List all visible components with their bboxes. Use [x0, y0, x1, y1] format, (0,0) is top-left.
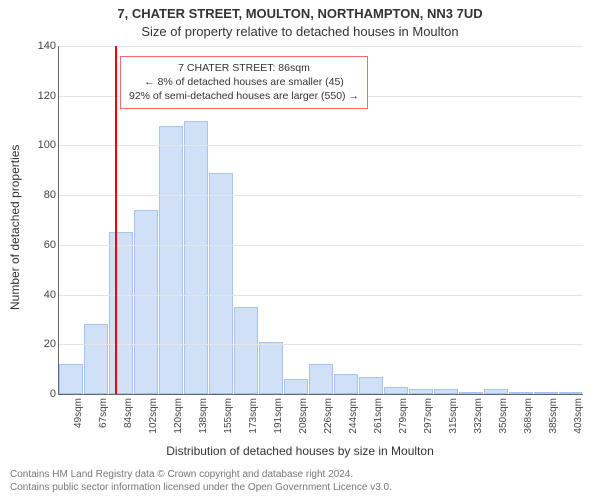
x-tick-label: 120sqm — [173, 398, 184, 438]
histogram-bar — [134, 210, 158, 394]
page-title-line1: 7, CHATER STREET, MOULTON, NORTHAMPTON, … — [0, 6, 600, 21]
y-tick-label: 60 — [32, 239, 56, 251]
x-tick-label: 138sqm — [198, 398, 209, 438]
x-tick-label: 385sqm — [548, 398, 559, 438]
histogram-bar — [234, 307, 258, 394]
histogram-bar — [284, 379, 308, 394]
histogram-bar — [509, 392, 533, 394]
callout-line1: 7 CHATER STREET: 86sqm — [129, 61, 359, 75]
x-tick-label: 173sqm — [248, 398, 259, 438]
histogram-bar — [159, 126, 183, 394]
histogram-bar — [384, 387, 408, 394]
histogram-bar — [459, 392, 483, 394]
callout-line3: 92% of semi-detached houses are larger (… — [129, 89, 359, 103]
gridline — [59, 295, 583, 296]
histogram-bar — [534, 392, 558, 394]
marker-line — [115, 46, 117, 394]
y-tick-label: 120 — [32, 90, 56, 102]
footer-line2: Contains public sector information licen… — [10, 481, 392, 494]
histogram-bar — [334, 374, 358, 394]
histogram-bar — [209, 173, 233, 394]
x-tick-label: 261sqm — [373, 398, 384, 438]
y-tick-label: 140 — [32, 40, 56, 52]
x-tick-label: 244sqm — [348, 398, 359, 438]
x-tick-label: 191sqm — [273, 398, 284, 438]
histogram-bar — [484, 389, 508, 394]
gridline — [59, 344, 583, 345]
histogram-bar — [259, 342, 283, 394]
gridline — [59, 245, 583, 246]
histogram-bar — [84, 324, 108, 394]
y-tick-label: 100 — [32, 139, 56, 151]
histogram-bar — [109, 232, 133, 394]
histogram-bar — [309, 364, 333, 394]
y-axis-label: Number of detached properties — [8, 145, 22, 310]
gridline — [59, 195, 583, 196]
y-tick-label: 20 — [32, 338, 56, 350]
callout-line2: ← 8% of detached houses are smaller (45) — [129, 75, 359, 89]
x-axis-label: Distribution of detached houses by size … — [0, 444, 600, 458]
page-title-line2: Size of property relative to detached ho… — [0, 24, 600, 39]
histogram-bar — [359, 377, 383, 394]
x-tick-label: 226sqm — [323, 398, 334, 438]
x-tick-label: 208sqm — [298, 398, 309, 438]
x-tick-label: 84sqm — [123, 398, 134, 438]
histogram-bar — [409, 389, 433, 394]
x-tick-label: 403sqm — [573, 398, 584, 438]
x-tick-label: 315sqm — [448, 398, 459, 438]
y-tick-label: 80 — [32, 189, 56, 201]
y-tick-label: 40 — [32, 289, 56, 301]
callout-box: 7 CHATER STREET: 86sqm ← 8% of detached … — [120, 56, 368, 109]
histogram-bar — [434, 389, 458, 394]
x-tick-label: 155sqm — [223, 398, 234, 438]
chart-container: 7, CHATER STREET, MOULTON, NORTHAMPTON, … — [0, 0, 600, 500]
x-tick-label: 368sqm — [523, 398, 534, 438]
footer-attribution: Contains HM Land Registry data © Crown c… — [10, 468, 392, 494]
x-tick-label: 279sqm — [398, 398, 409, 438]
x-tick-label: 332sqm — [473, 398, 484, 438]
gridline — [59, 46, 583, 47]
x-tick-label: 67sqm — [98, 398, 109, 438]
y-tick-label: 0 — [32, 388, 56, 400]
footer-line1: Contains HM Land Registry data © Crown c… — [10, 468, 392, 481]
x-tick-label: 102sqm — [148, 398, 159, 438]
x-tick-label: 350sqm — [498, 398, 509, 438]
histogram-bar — [184, 121, 208, 394]
x-tick-label: 297sqm — [423, 398, 434, 438]
gridline — [59, 145, 583, 146]
histogram-bar — [559, 392, 583, 394]
x-tick-label: 49sqm — [73, 398, 84, 438]
histogram-bar — [59, 364, 83, 394]
